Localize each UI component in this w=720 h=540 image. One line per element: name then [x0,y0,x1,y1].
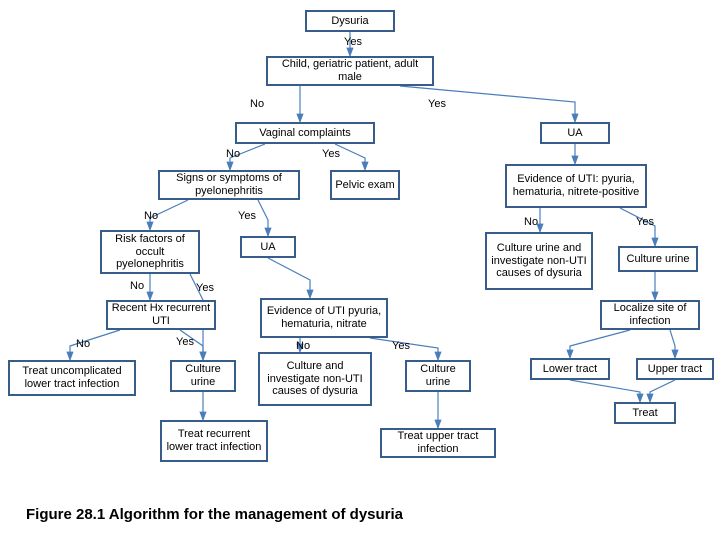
node-recent: Recent Hx recurrent UTI [106,300,216,330]
node-signs: Signs or symptoms of pyelonephritis [158,170,300,200]
node-child: Child, geriatric patient, adult male [266,56,434,86]
edge-label-yes7: Yes [636,216,654,228]
edge-child-ua_right [400,86,575,122]
edge-label-yes8: Yes [392,340,410,352]
node-pelvic: Pelvic exam [330,170,400,200]
node-treat: Treat [614,402,676,424]
edge-label-no7: No [296,340,310,352]
node-vaginal: Vaginal complaints [235,122,375,144]
edge-label-yes2: Yes [428,98,446,110]
edge-upper_tract-treat [650,380,675,402]
edge-label-no3: No [144,210,158,222]
edge-label-yes4: Yes [238,210,256,222]
node-treat_upper: Treat upper tract infection [380,428,496,458]
node-evidence_right: Evidence of UTI: pyuria, hematuria, nitr… [505,164,647,208]
node-treat_uncomp: Treat uncomplicated lower tract infectio… [8,360,136,396]
node-ua_right: UA [540,122,610,144]
edge-label-yes1: Yes [344,36,362,48]
edge-label-no4: No [130,280,144,292]
edge-localize-lower_tract [570,330,630,358]
edge-lower_tract-treat [570,380,640,402]
node-evidence_mid: Evidence of UTI pyuria, hematuria, nitra… [260,298,388,338]
edge-ua_mid-evidence_mid [268,258,310,298]
node-lower_tract: Lower tract [530,358,610,380]
node-dysuria: Dysuria [305,10,395,32]
node-risk: Risk factors of occult pyelonephritis [100,230,200,274]
figure-caption: Figure 28.1 Algorithm for the management… [26,506,403,523]
edge-signs-ua_mid [258,200,268,236]
node-culture_invest_left: Culture urine and investigate non-UTI ca… [485,232,593,290]
node-treat_recurrent: Treat recurrent lower tract infection [160,420,268,462]
node-localize: Localize site of infection [600,300,700,330]
edge-localize-upper_tract [670,330,675,358]
node-culture_invest_mid: Culture and investigate non-UTI causes o… [258,352,372,406]
edge-label-no5: No [76,338,90,350]
node-culture_right2: Culture urine [618,246,698,272]
node-culture_mid: Culture urine [170,360,236,392]
edge-label-yes6: Yes [176,336,194,348]
edge-label-no6: No [524,216,538,228]
node-ua_mid: UA [240,236,296,258]
node-culture_r3: Culture urine [405,360,471,392]
edge-label-no1: No [250,98,264,110]
node-upper_tract: Upper tract [636,358,714,380]
edge-label-yes5: Yes [196,282,214,294]
edge-label-yes3: Yes [322,148,340,160]
edge-label-no2: No [226,148,240,160]
